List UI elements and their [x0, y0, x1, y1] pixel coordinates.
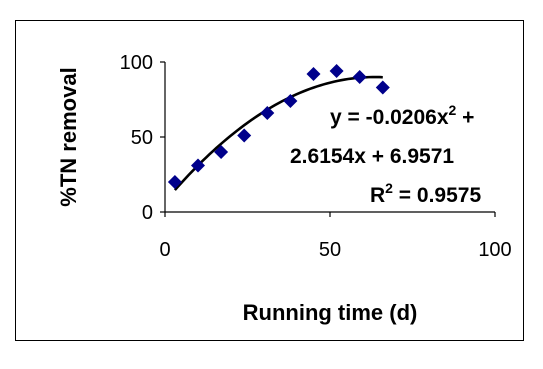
y-tick-label: 0 — [142, 202, 153, 224]
data-point-diamond — [167, 175, 182, 189]
data-point-diamond — [214, 145, 229, 159]
data-point-diamond — [260, 106, 275, 120]
data-points — [167, 64, 390, 189]
equation-line-2: 2.6154x + 6.9571 — [290, 145, 454, 168]
chart-frame — [15, 20, 524, 341]
data-point-diamond — [191, 158, 205, 173]
data-point-diamond — [375, 80, 390, 95]
x-tick-label: 100 — [478, 239, 511, 261]
equation-line-1: y = -0.0206x2 + — [330, 102, 474, 129]
data-point-diamond — [352, 70, 367, 84]
data-point-diamond — [306, 67, 321, 81]
x-axis-ticks: 0 50 100 — [159, 212, 512, 261]
x-axis-title: Running time (d) — [243, 300, 418, 325]
x-tick-label: 50 — [319, 239, 341, 261]
y-tick-label: 50 — [131, 127, 153, 149]
r-squared-label: R2 = 0.9575 — [370, 180, 481, 207]
y-axis-title: %TN removal — [56, 67, 81, 206]
data-point-diamond — [237, 128, 252, 143]
data-point-diamond — [329, 64, 344, 78]
y-axis-ticks: 0 50 100 — [120, 52, 165, 224]
data-point-diamond — [283, 94, 298, 108]
x-tick-label: 0 — [159, 239, 170, 261]
trendline — [173, 75, 383, 191]
y-tick-label: 100 — [120, 52, 153, 74]
